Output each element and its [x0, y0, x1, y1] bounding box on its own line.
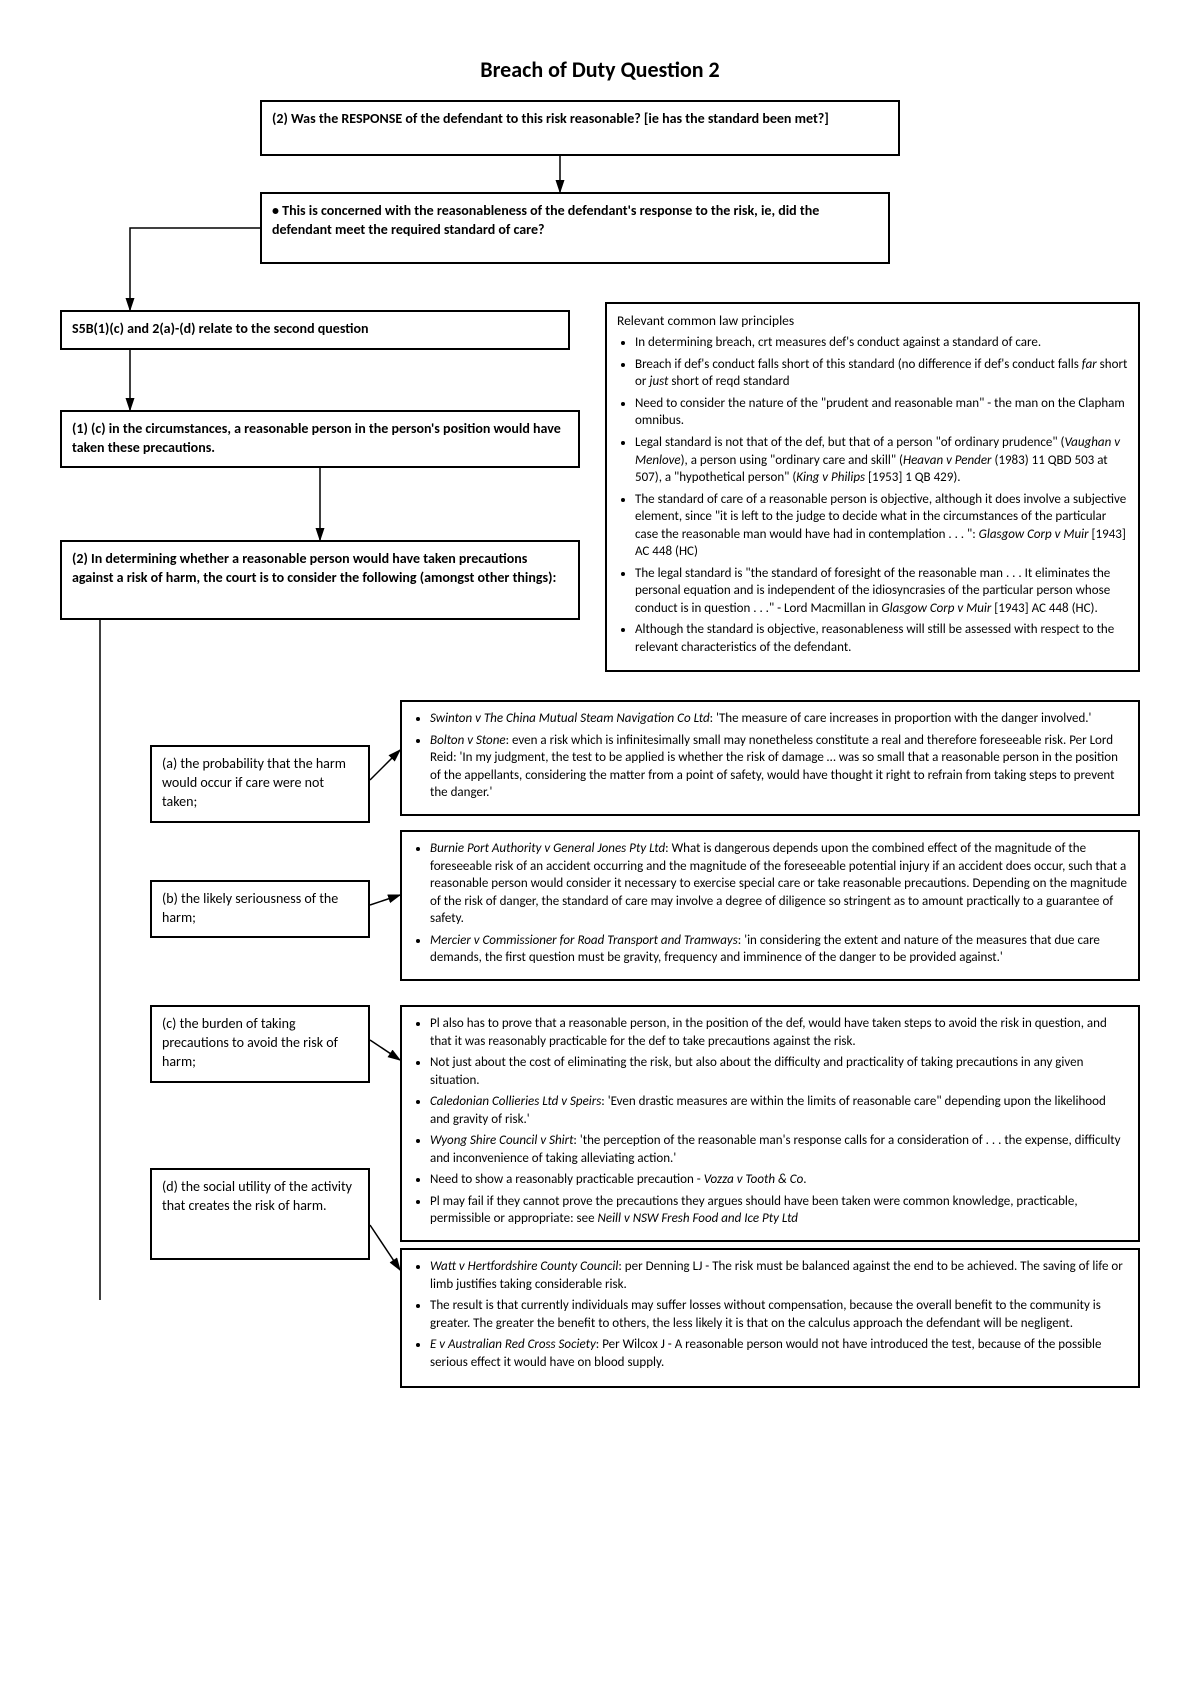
case-list: Swinton v The China Mutual Steam Navigat… [412, 710, 1128, 802]
list-item: Burnie Port Authority v General Jones Pt… [430, 840, 1128, 928]
node-text: (2) In determining whether a reasonable … [72, 550, 556, 586]
list-item: In determining breach, crt measures def'… [635, 334, 1128, 352]
list-item: Wyong Shire Council v Shirt: 'the percep… [430, 1132, 1128, 1167]
connector-arrow [370, 895, 400, 905]
list-item: The standard of care of a reasonable per… [635, 491, 1128, 561]
node-cases-b: Burnie Port Authority v General Jones Pt… [400, 830, 1140, 981]
connector-arrow [370, 1225, 400, 1270]
node-cases-c: Pl also has to prove that a reasonable p… [400, 1005, 1140, 1242]
node-2-determining: (2) In determining whether a reasonable … [60, 540, 580, 620]
list-item: Need to show a reasonably practicable pr… [430, 1171, 1128, 1189]
list-item: Pl also has to prove that a reasonable p… [430, 1015, 1128, 1050]
page-title: Breach of Duty Question 2 [0, 56, 1200, 83]
node-concerned-with: • This is concerned with the reasonablen… [260, 192, 890, 264]
node-cases-a: Swinton v The China Mutual Steam Navigat… [400, 700, 1140, 816]
connector-arrow [370, 1040, 400, 1060]
node-principles: Relevant common law principles In determ… [605, 302, 1140, 672]
list-item: Mercier v Commissioner for Road Transpor… [430, 932, 1128, 967]
node-text: • This is concerned with the reasonablen… [272, 202, 819, 238]
list-item: Need to consider the nature of the "prud… [635, 395, 1128, 430]
list-item: E v Australian Red Cross Society: Per Wi… [430, 1336, 1128, 1371]
list-item: Legal standard is not that of the def, b… [635, 434, 1128, 487]
node-factor-d: (d) the social utility of the activity t… [150, 1168, 370, 1260]
list-item: Breach if def's conduct falls short of t… [635, 356, 1128, 391]
node-text: (a) the probability that the harm would … [162, 755, 346, 810]
node-text: (1) (c) in the circumstances, a reasonab… [72, 420, 561, 456]
list-item: Caledonian Collieries Ltd v Speirs: 'Eve… [430, 1093, 1128, 1128]
case-list: Watt v Hertfordshire County Council: per… [412, 1258, 1128, 1371]
node-factor-c: (c) the burden of taking precautions to … [150, 1005, 370, 1083]
list-item: Although the standard is objective, reas… [635, 621, 1128, 656]
list-item: Watt v Hertfordshire County Council: per… [430, 1258, 1128, 1293]
connector-arrow [370, 750, 400, 780]
node-text: (c) the burden of taking precautions to … [162, 1015, 338, 1070]
list-item: Not just about the cost of eliminating t… [430, 1054, 1128, 1089]
principles-heading: Relevant common law principles [617, 312, 1128, 330]
list-item: The result is that currently individuals… [430, 1297, 1128, 1332]
node-cases-d: Watt v Hertfordshire County Council: per… [400, 1248, 1140, 1388]
node-factor-a: (a) the probability that the harm would … [150, 745, 370, 823]
connector-arrow [130, 228, 260, 310]
list-item: Swinton v The China Mutual Steam Navigat… [430, 710, 1128, 728]
case-list: Burnie Port Authority v General Jones Pt… [412, 840, 1128, 967]
node-text: (2) Was the RESPONSE of the defendant to… [272, 110, 829, 127]
node-question-2: (2) Was the RESPONSE of the defendant to… [260, 100, 900, 156]
node-text: S5B(1)(c) and 2(a)-(d) relate to the sec… [72, 320, 369, 337]
principles-list: In determining breach, crt measures def'… [617, 334, 1128, 656]
node-1c: (1) (c) in the circumstances, a reasonab… [60, 410, 580, 468]
node-text: (b) the likely seriousness of the harm; [162, 890, 338, 926]
list-item: Bolton v Stone: even a risk which is inf… [430, 732, 1128, 802]
list-item: The legal standard is "the standard of f… [635, 565, 1128, 618]
node-text: (d) the social utility of the activity t… [162, 1178, 352, 1214]
node-factor-b: (b) the likely seriousness of the harm; [150, 880, 370, 938]
node-s5b: S5B(1)(c) and 2(a)-(d) relate to the sec… [60, 310, 570, 350]
list-item: Pl may fail if they cannot prove the pre… [430, 1193, 1128, 1228]
case-list: Pl also has to prove that a reasonable p… [412, 1015, 1128, 1228]
